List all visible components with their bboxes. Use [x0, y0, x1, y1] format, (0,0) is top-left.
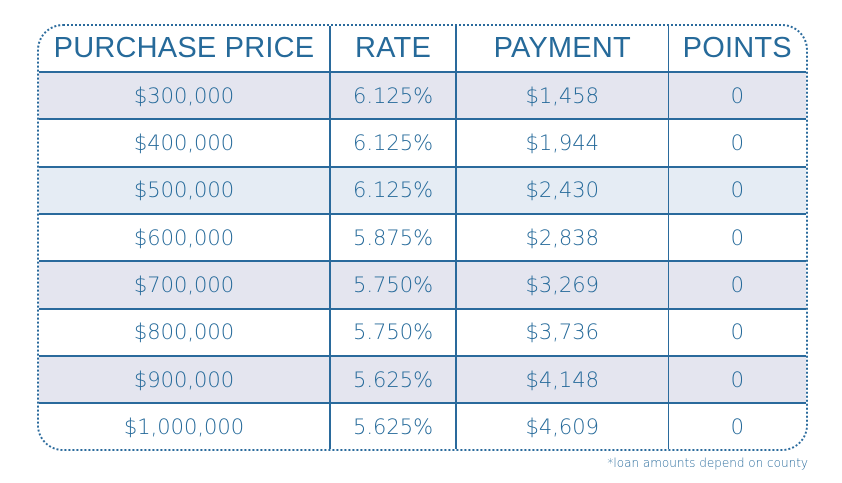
footnote: *loan amounts depend on county	[607, 456, 808, 470]
cell-payment: $1,458	[455, 72, 668, 121]
cell-points: 0	[667, 214, 806, 263]
cell-payment: $3,736	[455, 308, 668, 358]
rate-table-container: PURCHASE PRICE RATE PAYMENT POINTS $300,…	[37, 24, 808, 451]
cell-payment: $2,838	[455, 214, 668, 263]
cell-rate: 5.750%	[329, 261, 456, 310]
table-row: $800,000 5.750% $3,736 0	[39, 308, 806, 358]
cell-rate: 5.750%	[329, 308, 456, 358]
table-row: $500,000 6.125% $2,430 0	[39, 166, 806, 216]
cell-payment: $3,269	[455, 261, 668, 310]
cell-purchase-price: $400,000	[39, 119, 330, 168]
cell-purchase-price: $900,000	[39, 356, 330, 405]
cell-rate: 5.625%	[329, 403, 456, 449]
cell-purchase-price: $500,000	[39, 166, 330, 216]
cell-rate: 5.875%	[329, 214, 456, 263]
cell-purchase-price: $800,000	[39, 308, 330, 358]
cell-points: 0	[667, 119, 806, 168]
cell-purchase-price: $600,000	[39, 214, 330, 263]
table-row: $400,000 6.125% $1,944 0	[39, 119, 806, 168]
cell-rate: 5.625%	[329, 356, 456, 405]
cell-rate: 6.125%	[329, 166, 456, 216]
cell-points: 0	[667, 403, 806, 449]
table-row: $700,000 5.750% $3,269 0	[39, 261, 806, 310]
table-row: $900,000 5.625% $4,148 0	[39, 356, 806, 405]
header-payment: PAYMENT	[455, 26, 668, 73]
table-row: $600,000 5.875% $2,838 0	[39, 214, 806, 263]
rate-table: PURCHASE PRICE RATE PAYMENT POINTS $300,…	[39, 26, 806, 449]
header-rate: RATE	[329, 26, 456, 73]
cell-purchase-price: $1,000,000	[39, 403, 330, 449]
cell-points: 0	[667, 308, 806, 358]
cell-rate: 6.125%	[329, 119, 456, 168]
cell-purchase-price: $300,000	[39, 72, 330, 121]
table-row: $300,000 6.125% $1,458 0	[39, 72, 806, 121]
cell-payment: $4,609	[455, 403, 668, 449]
cell-points: 0	[667, 166, 806, 216]
header-purchase-price: PURCHASE PRICE	[39, 26, 330, 73]
table-header-row: PURCHASE PRICE RATE PAYMENT POINTS	[39, 26, 806, 73]
cell-rate: 6.125%	[329, 72, 456, 121]
cell-points: 0	[667, 72, 806, 121]
cell-points: 0	[667, 261, 806, 310]
cell-payment: $1,944	[455, 119, 668, 168]
cell-points: 0	[667, 356, 806, 405]
cell-payment: $4,148	[455, 356, 668, 405]
table-row: $1,000,000 5.625% $4,609 0	[39, 403, 806, 449]
cell-payment: $2,430	[455, 166, 668, 216]
header-points: POINTS	[667, 26, 806, 73]
cell-purchase-price: $700,000	[39, 261, 330, 310]
